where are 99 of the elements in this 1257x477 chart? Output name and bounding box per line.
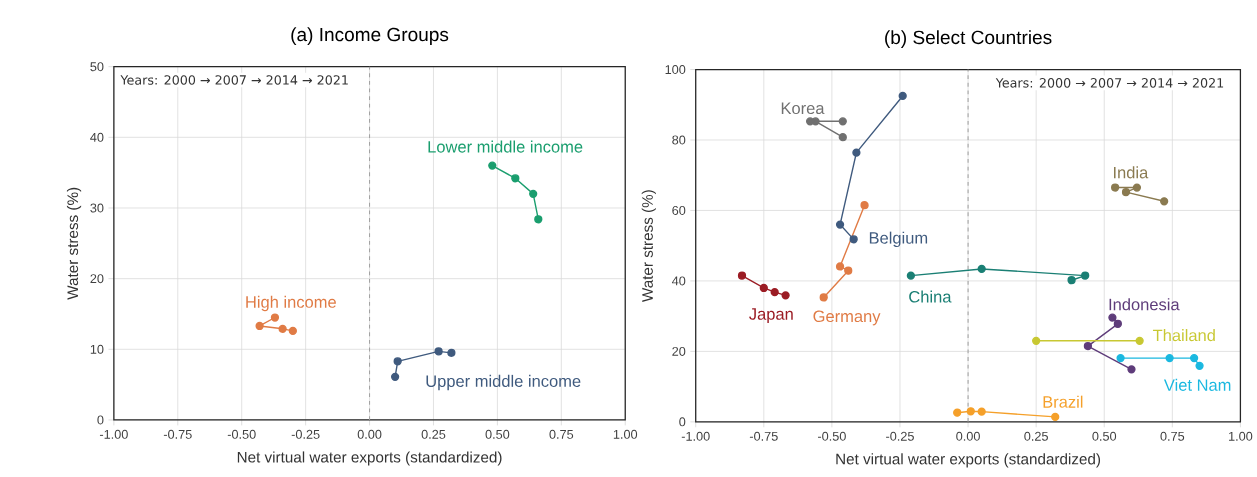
point <box>288 326 297 336</box>
series-label: Japan <box>749 308 793 324</box>
series-label: Viet Nam <box>1163 378 1231 391</box>
point <box>1113 319 1122 328</box>
x-tick-label: 0.75 <box>1160 431 1185 441</box>
x-tick-label: -1.00 <box>99 429 128 439</box>
y-axis-title: Water stress (%) <box>641 190 656 303</box>
y-tick-label: 40 <box>671 276 686 286</box>
point <box>977 264 986 274</box>
point <box>447 348 456 357</box>
x-tick-label: 1.00 <box>1229 431 1253 441</box>
x-tick-label: -1.00 <box>681 431 710 441</box>
annotation: Years: 2000 → 2007 → 2014 → 2021 <box>995 77 1224 88</box>
point <box>1108 313 1117 322</box>
y-tick-label: 0 <box>97 415 104 425</box>
series-label: Lower middle income <box>428 140 583 153</box>
point <box>966 407 975 416</box>
point <box>488 161 497 170</box>
point <box>838 132 847 142</box>
point <box>1032 336 1041 345</box>
point <box>844 266 853 275</box>
chart-title: (b) Select Countries <box>885 30 1052 48</box>
point <box>977 407 986 416</box>
point <box>835 262 845 271</box>
annotation: Years: 2000 → 2007 → 2014 → 2021 <box>120 75 348 85</box>
x-tick-label: 0.50 <box>1092 431 1117 441</box>
y-tick-label: 10 <box>90 344 104 354</box>
series-label: High income <box>246 295 336 312</box>
y-tick-label: 40 <box>90 132 104 142</box>
point <box>1135 336 1144 345</box>
point <box>906 271 915 280</box>
series-label: China <box>909 290 952 303</box>
point <box>534 215 543 224</box>
chart-title: (a) Income Groups <box>291 27 449 45</box>
x-tick-label: 0.00 <box>357 429 382 439</box>
point <box>759 283 768 293</box>
x-tick-label: 0.25 <box>421 429 446 439</box>
point <box>1111 183 1120 192</box>
x-tick-label: 0.50 <box>485 429 510 439</box>
y-tick-label: 50 <box>90 62 104 72</box>
x-tick-label: -0.25 <box>886 431 914 441</box>
point <box>781 291 790 300</box>
x-tick-label: -0.50 <box>227 429 256 439</box>
point <box>1127 365 1136 374</box>
point <box>1081 271 1090 280</box>
point <box>1189 353 1199 363</box>
point <box>737 271 747 280</box>
y-tick-label: 20 <box>90 274 104 284</box>
point <box>953 408 962 417</box>
x-tick-label: 0.00 <box>956 431 980 441</box>
series-label: Indonesia <box>1109 298 1180 311</box>
series-label: Germany <box>813 310 881 326</box>
y-tick-label: 30 <box>90 203 104 213</box>
point <box>770 288 779 297</box>
point <box>393 357 402 366</box>
point <box>1051 412 1060 422</box>
x-tick-label: 0.75 <box>549 429 574 439</box>
y-tick-label: 100 <box>665 64 686 74</box>
point <box>1121 187 1131 197</box>
point <box>1132 183 1142 192</box>
point <box>1165 353 1174 363</box>
x-tick-label: -0.50 <box>817 431 846 441</box>
x-axis-title: Net virtual water exports (standardized) <box>836 453 1101 468</box>
series-label: Korea <box>781 102 825 115</box>
x-tick-label: -0.75 <box>749 431 778 441</box>
point <box>849 235 858 244</box>
series-label: Belgium <box>869 231 928 247</box>
y-tick-label: 0 <box>679 417 686 427</box>
y-tick-label: 80 <box>672 135 686 145</box>
point <box>835 220 845 229</box>
point <box>860 201 869 210</box>
point <box>838 117 847 126</box>
point <box>390 372 400 381</box>
point <box>270 313 280 322</box>
x-tick-label: 1.00 <box>613 429 638 439</box>
series-label: India <box>1114 166 1149 179</box>
point <box>511 174 520 183</box>
series-label: Upper middle income <box>426 374 581 391</box>
x-axis-title: Net virtual water exports (standardized) <box>237 451 502 466</box>
point <box>434 347 443 356</box>
y-axis-title: Water stress (%) <box>66 187 82 300</box>
point <box>1160 197 1169 206</box>
x-tick-label: -0.25 <box>291 429 320 439</box>
point <box>1067 276 1076 285</box>
point <box>255 321 264 331</box>
point <box>1083 341 1093 351</box>
point <box>278 324 287 333</box>
y-tick-label: 60 <box>672 205 686 215</box>
point <box>529 189 538 198</box>
x-tick-label: 0.25 <box>1024 431 1048 441</box>
point <box>1116 353 1125 363</box>
point <box>898 91 907 101</box>
y-tick-label: 20 <box>672 346 686 356</box>
point <box>852 148 861 157</box>
series-label: Brazil <box>1043 395 1083 408</box>
x-tick-label: -0.75 <box>163 429 192 439</box>
series-label: Thailand <box>1152 328 1215 342</box>
point <box>1195 361 1204 370</box>
point <box>819 293 828 302</box>
